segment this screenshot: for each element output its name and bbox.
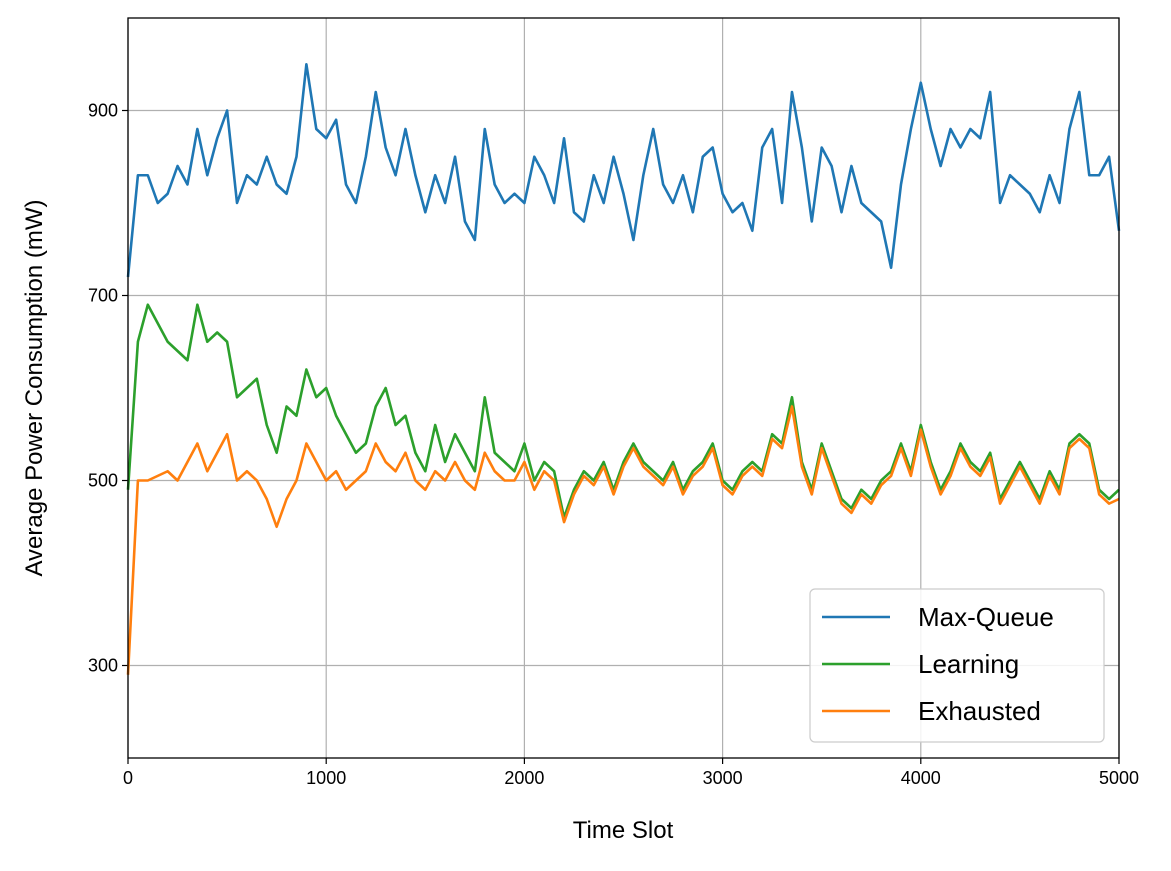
x-tick-label: 3000 [703, 768, 743, 788]
legend-label: Learning [918, 649, 1019, 679]
line-series [126, 62, 1121, 278]
legend-box [809, 588, 1105, 743]
legend: Max-Queue Learning Exhausted [809, 588, 1105, 743]
y-tick-label: 900 [88, 101, 118, 121]
x-tick-label: 2000 [504, 768, 544, 788]
x-tick-label: 1000 [306, 768, 346, 788]
line-series [126, 303, 1120, 519]
x-axis-label: Time Slot [573, 817, 674, 844]
line-series [126, 405, 1120, 675]
x-tick-label: 4000 [901, 768, 941, 788]
y-tick-label: 700 [88, 286, 118, 306]
y-tick-label: 300 [88, 656, 118, 676]
y-axis-label: Average Power Consumption (mW) [21, 199, 48, 576]
x-tick-label: 0 [123, 768, 133, 788]
legend-label: Exhausted [918, 696, 1041, 726]
plot-frame [127, 17, 1120, 759]
y-tick-label: 500 [88, 471, 118, 491]
legend-label: Max-Queue [918, 602, 1054, 632]
x-tick-label: 5000 [1099, 768, 1139, 788]
